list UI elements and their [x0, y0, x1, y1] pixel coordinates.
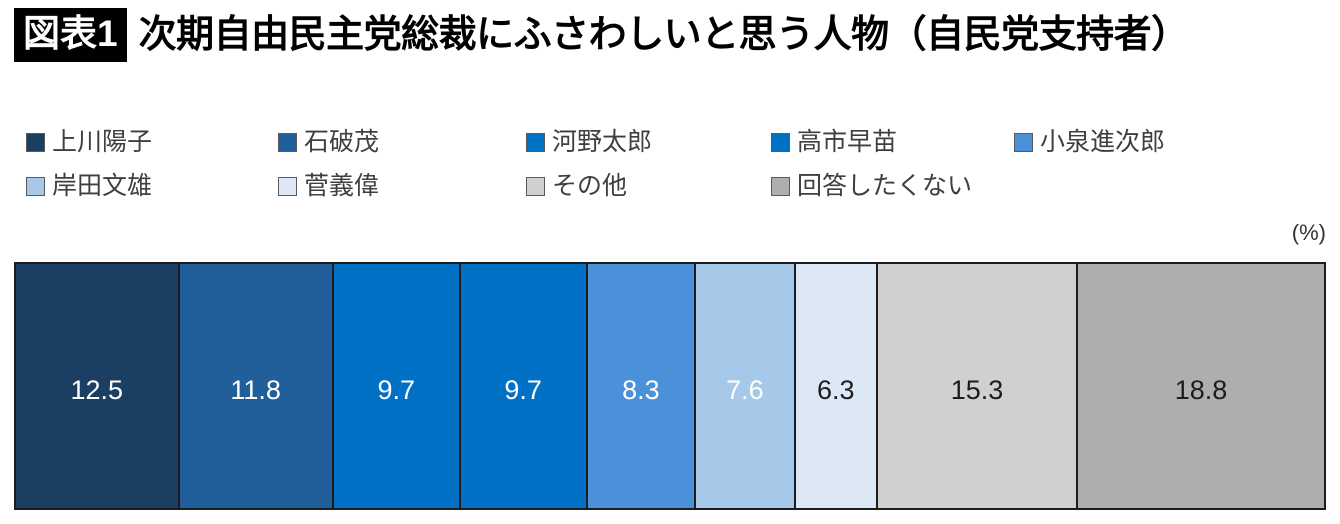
legend-item-label: 回答したくない: [797, 171, 973, 200]
bar-segment-value: 6.3: [816, 374, 855, 405]
legend-swatch-icon: [771, 176, 790, 196]
legend-item-label: その他: [552, 171, 628, 200]
legend-item[interactable]: 上川陽子: [26, 127, 278, 156]
legend-swatch-icon: [26, 132, 45, 152]
legend-item[interactable]: 高市早苗: [771, 127, 1014, 156]
legend-item-label: 菅義偉: [304, 171, 380, 200]
legend-item-label: 石破茂: [304, 127, 380, 156]
legend-item-label: 岸田文雄: [52, 171, 153, 200]
unit-label: (%): [1291, 220, 1326, 245]
legend-item[interactable]: 菅義偉: [278, 171, 526, 200]
legend-swatch-icon: [771, 132, 790, 152]
bar-segment[interactable]: 11.8: [179, 264, 334, 508]
legend-swatch-icon: [526, 176, 545, 196]
bar-segment-value: 9.7: [377, 374, 416, 405]
bar-segment[interactable]: 15.3: [877, 264, 1079, 508]
bar-segment[interactable]: 12.5: [16, 264, 180, 508]
stacked-bar: 12.5 11.8 9.7 9.7 8.3 7.6 6.3 15.3 18.8: [14, 262, 1326, 510]
bar-segment-value: 9.7: [504, 374, 542, 405]
legend-item[interactable]: その他: [526, 171, 771, 200]
legend-item[interactable]: 河野太郎: [526, 127, 771, 156]
bar-segment-value: 15.3: [950, 374, 1004, 405]
legend-item[interactable]: 小泉進次郎: [1014, 127, 1264, 156]
bar-segment[interactable]: 6.3: [795, 264, 878, 508]
bar-segment-value: 7.6: [726, 374, 764, 405]
bar-segment-value: 11.8: [230, 374, 281, 405]
legend-swatch-icon: [26, 176, 45, 196]
legend-swatch-icon: [278, 132, 297, 152]
legend-item-label: 河野太郎: [552, 127, 653, 156]
legend-item[interactable]: 岸田文雄: [26, 171, 278, 200]
chart-legend: 上川陽子 石破茂 河野太郎 高市早苗 小泉進次郎岸田文雄 菅義偉 その他 回答したくない: [26, 120, 1316, 208]
bar-segment[interactable]: 18.8: [1078, 264, 1324, 508]
bar-segment-value: 18.8: [1174, 374, 1228, 405]
legend-swatch-icon: [1014, 132, 1033, 152]
bar-segment[interactable]: 7.6: [696, 264, 796, 508]
legend-item-label: 上川陽子: [52, 127, 153, 156]
legend-item[interactable]: 石破茂: [278, 127, 526, 156]
page-title-text: 次期自由民主党総裁にふさわしいと思う人物（自民党支持者）: [138, 14, 1190, 56]
figure-number-tag: 図表1: [14, 8, 127, 62]
legend-swatch-icon: [278, 176, 297, 196]
legend-item-label: 小泉進次郎: [1040, 127, 1166, 156]
legend-swatch-icon: [526, 132, 545, 152]
page-title: 図表1 次期自由民主党総裁にふさわしいと思う人物（自民党支持者）: [14, 8, 1189, 62]
bar-segment[interactable]: 9.7: [333, 264, 461, 508]
bar-segment[interactable]: 8.3: [587, 264, 697, 508]
bar-segment-value: 8.3: [622, 374, 660, 405]
bar-segment-value: 12.5: [70, 374, 124, 405]
legend-item-label: 高市早苗: [797, 127, 898, 156]
legend-item[interactable]: 回答したくない: [771, 171, 1014, 200]
bar-segment[interactable]: 9.7: [460, 264, 588, 508]
